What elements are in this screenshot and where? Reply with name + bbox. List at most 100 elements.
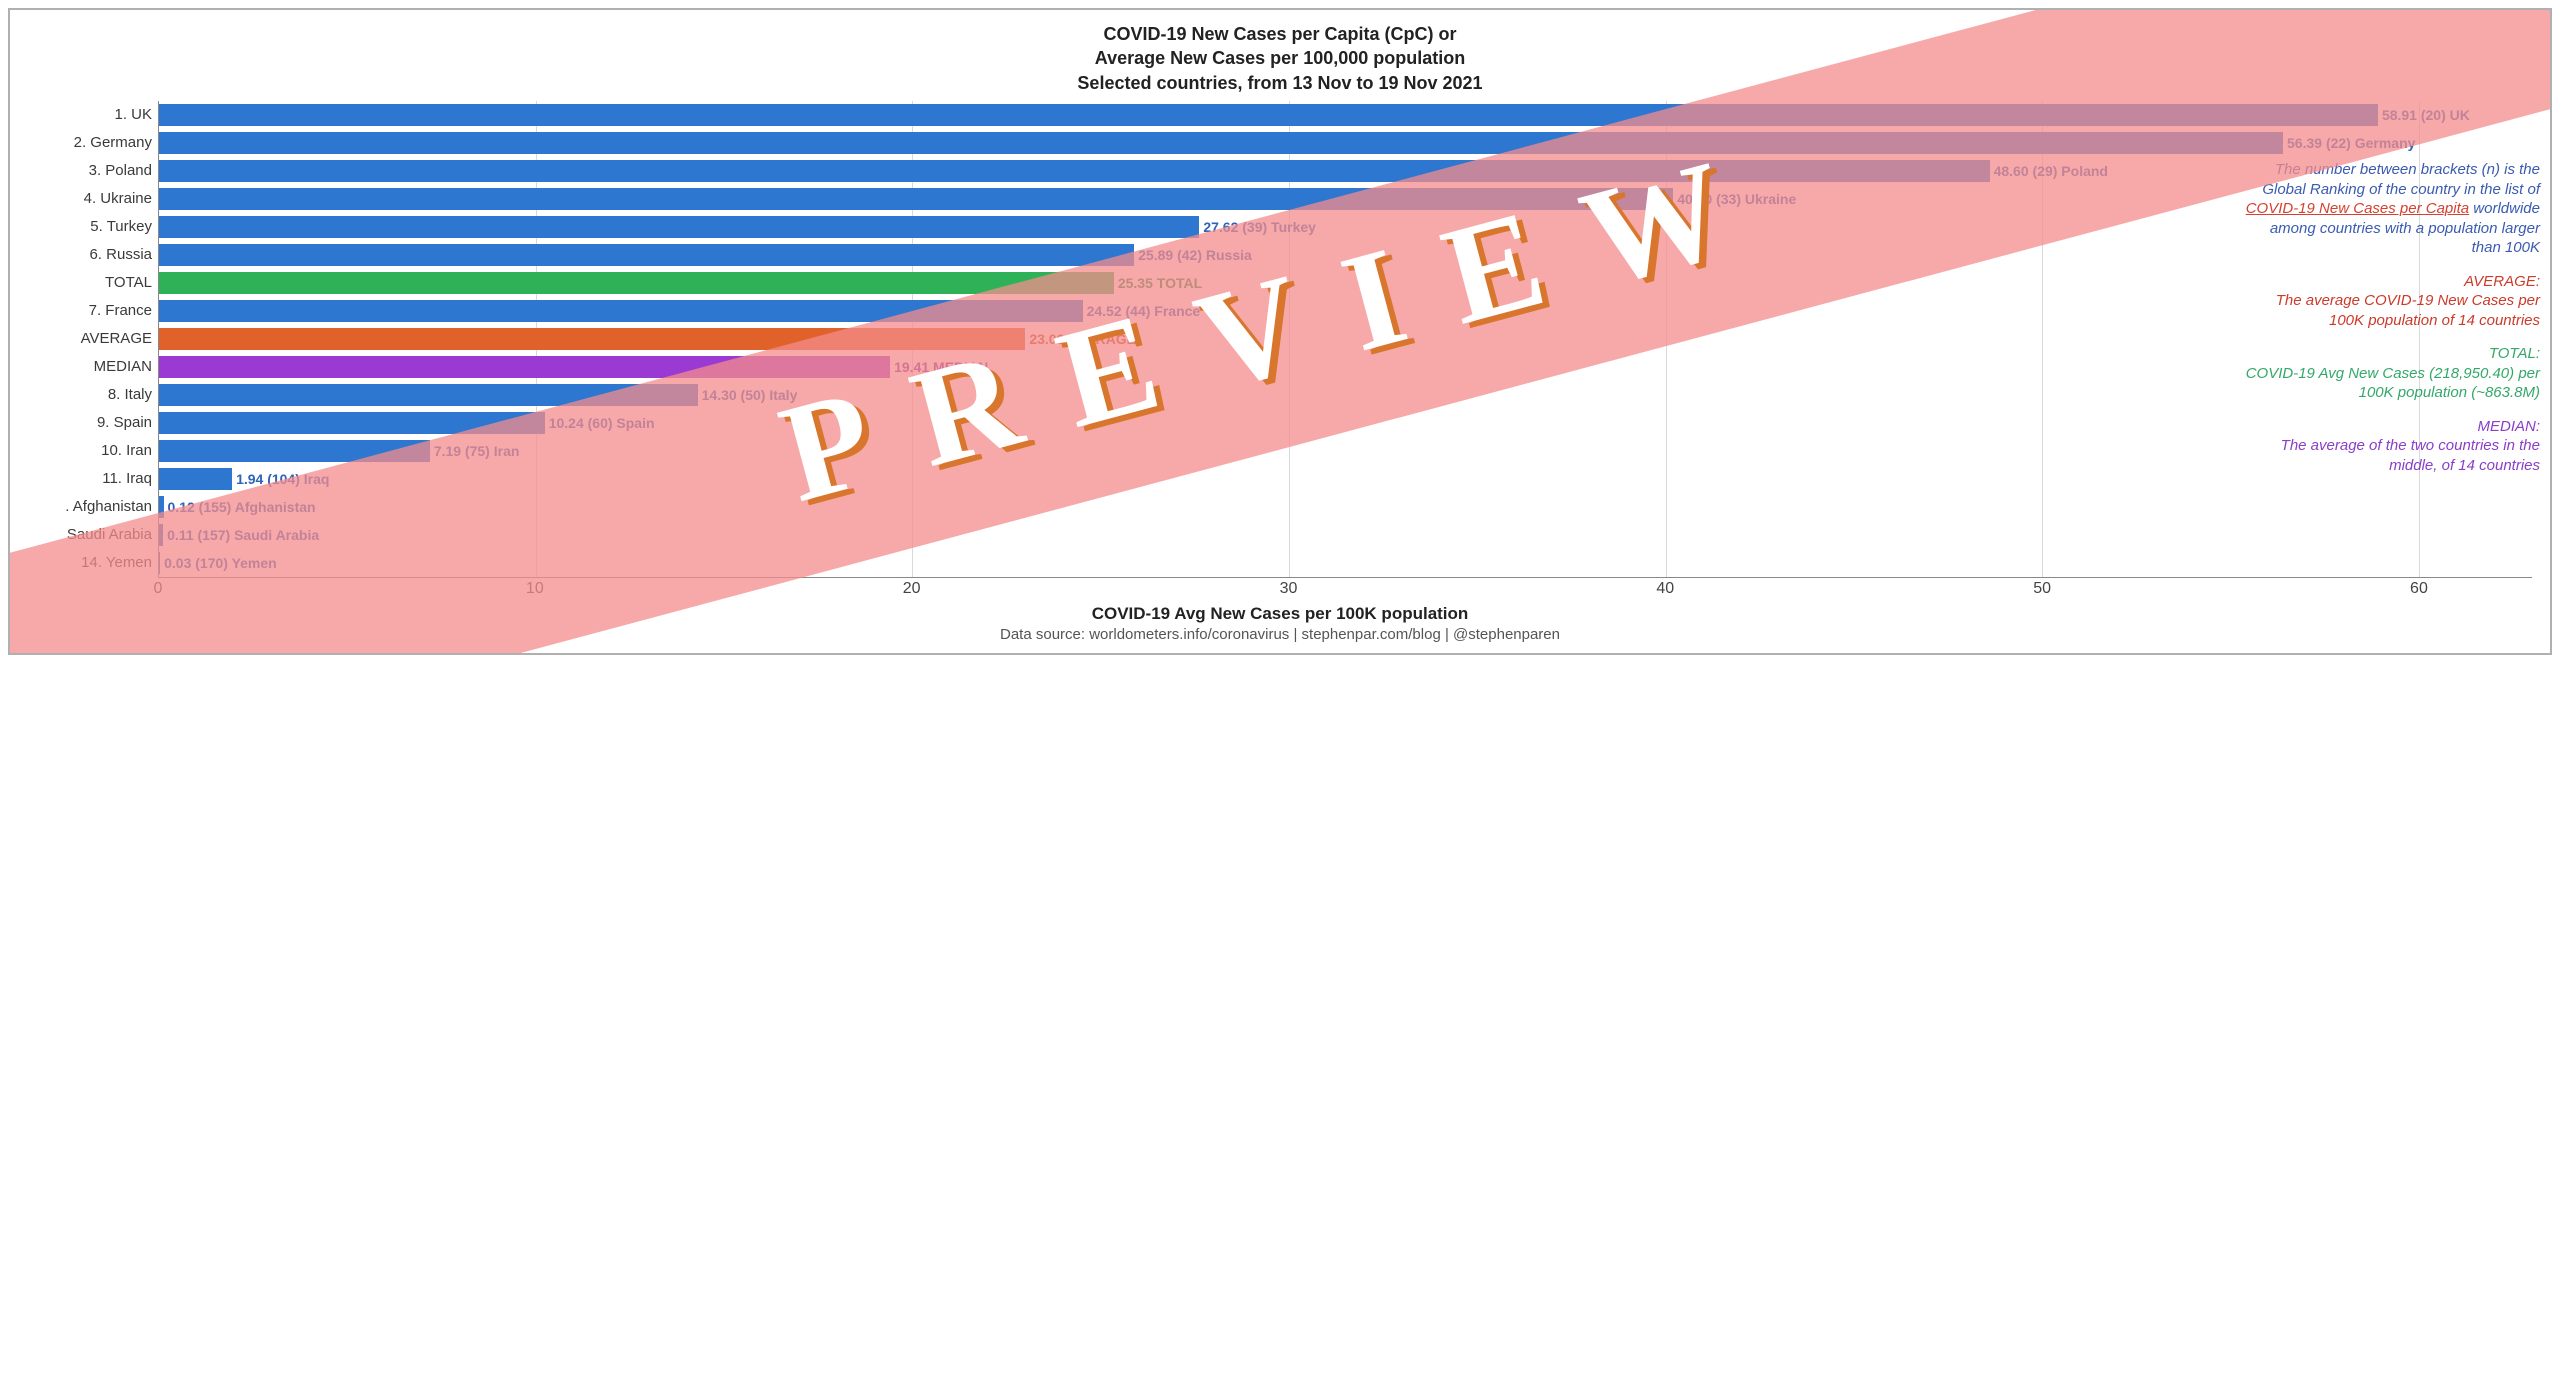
chart-title-block: COVID-19 New Cases per Capita (CpC) or A… [28, 22, 2532, 95]
bar-value-label: 23.00 AVERAGE [1029, 331, 1136, 347]
x-tick: 20 [903, 580, 921, 598]
bar [159, 496, 164, 518]
note-ranking-pre: The number between brackets (n) is the G… [2262, 161, 2540, 198]
y-label: 3. Poland [28, 157, 158, 185]
note-ranking-link: COVID-19 New Cases per Capita [2246, 200, 2469, 217]
bar-row: 10.24 (60) Spain [159, 409, 2532, 437]
y-label: 6. Russia [28, 241, 158, 269]
y-label: 8. Italy [28, 381, 158, 409]
bar-value-label: 19.41 MEDIAN [894, 359, 988, 375]
note-ranking: The number between brackets (n) is the G… [2240, 160, 2540, 258]
bar-value-label: 0.11 (157) Saudi Arabia [167, 527, 319, 543]
bar-row: 19.41 MEDIAN [159, 353, 2532, 381]
x-tick: 40 [1656, 580, 1674, 598]
bar-value-label: 25.35 TOTAL [1118, 275, 1202, 291]
note-median-body: The average of the two countries in the … [2281, 437, 2540, 474]
bar-row: 40.20 (33) Ukraine [159, 185, 2532, 213]
x-tick: 50 [2033, 580, 2051, 598]
note-average: AVERAGE: The average COVID-19 New Cases … [2240, 272, 2540, 331]
bar [159, 300, 1083, 322]
y-label: 10. Iran [28, 437, 158, 465]
bar [159, 244, 1134, 266]
y-label: AVERAGE [28, 325, 158, 353]
bar [159, 132, 2283, 154]
y-label: 1. UK [28, 101, 158, 129]
bar [159, 412, 545, 434]
bar-row: 58.91 (20) UK [159, 101, 2532, 129]
note-average-title: AVERAGE: [2464, 273, 2540, 290]
bar-value-label: 0.12 (155) Afghanistan [168, 499, 316, 515]
bar [159, 468, 232, 490]
note-median: MEDIAN: The average of the two countries… [2240, 417, 2540, 476]
y-label: 14. Yemen [28, 549, 158, 577]
bar-row: 24.52 (44) France [159, 297, 2532, 325]
legend-notes: The number between brackets (n) is the G… [2240, 160, 2540, 489]
note-median-title: MEDIAN: [2477, 418, 2540, 435]
bar [159, 524, 163, 546]
bar-value-label: 27.62 (39) Turkey [1203, 219, 1316, 235]
y-label: TOTAL [28, 269, 158, 297]
x-axis-title: COVID-19 Avg New Cases per 100K populati… [28, 604, 2532, 624]
note-total-title: TOTAL: [2489, 345, 2540, 362]
bar-value-label: 40.20 (33) Ukraine [1677, 191, 1796, 207]
bar [159, 188, 1673, 210]
chart-body: 1. UK2. Germany3. Poland4. Ukraine5. Tur… [28, 101, 2532, 578]
y-label: 7. France [28, 297, 158, 325]
chart-frame: COVID-19 New Cases per Capita (CpC) or A… [8, 8, 2552, 655]
bar-value-label: 0.03 (170) Yemen [164, 555, 277, 571]
bar-value-label: 56.39 (22) Germany [2287, 135, 2415, 151]
bar-row: 14.30 (50) Italy [159, 381, 2532, 409]
bar [159, 552, 160, 574]
bar-value-label: 1.94 (104) Iraq [236, 471, 329, 487]
bar [159, 356, 890, 378]
bar-value-label: 58.91 (20) UK [2382, 107, 2470, 123]
y-label: 4. Ukraine [28, 185, 158, 213]
bar [159, 384, 698, 406]
bar-value-label: 25.89 (42) Russia [1138, 247, 1252, 263]
bar-row: 56.39 (22) Germany [159, 129, 2532, 157]
y-label: 2. Germany [28, 129, 158, 157]
source-line: Data source: worldometers.info/coronavir… [28, 626, 2532, 643]
note-total-body: COVID-19 Avg New Cases (218,950.40) per … [2246, 365, 2540, 402]
bar-value-label: 10.24 (60) Spain [549, 415, 655, 431]
chart-title-line1: COVID-19 New Cases per Capita (CpC) or [28, 22, 2532, 46]
bar-value-label: 14.30 (50) Italy [702, 387, 798, 403]
bar-row: 25.89 (42) Russia [159, 241, 2532, 269]
bar-row: 0.12 (155) Afghanistan [159, 493, 2532, 521]
y-label: . Afghanistan [28, 493, 158, 521]
y-label: Saudi Arabia [28, 521, 158, 549]
x-axis-ticks: 0102030405060 [158, 578, 2532, 600]
y-label: MEDIAN [28, 353, 158, 381]
bar-row: 1.94 (104) Iraq [159, 465, 2532, 493]
bar [159, 440, 430, 462]
bar-row: 25.35 TOTAL [159, 269, 2532, 297]
bar-row: 7.19 (75) Iran [159, 437, 2532, 465]
x-tick: 0 [154, 580, 163, 598]
note-average-body: The average COVID-19 New Cases per 100K … [2276, 292, 2540, 329]
chart-title-line3: Selected countries, from 13 Nov to 19 No… [28, 71, 2532, 95]
y-label: 9. Spain [28, 409, 158, 437]
bar-value-label: 7.19 (75) Iran [434, 443, 520, 459]
x-tick: 60 [2410, 580, 2428, 598]
x-tick: 30 [1280, 580, 1298, 598]
bar-row: 0.03 (170) Yemen [159, 549, 2532, 577]
bar [159, 104, 2378, 126]
bar [159, 160, 1990, 182]
bar-row: 0.11 (157) Saudi Arabia [159, 521, 2532, 549]
bars-container: 58.91 (20) UK 56.39 (22) Germany 48.60 (29… [159, 101, 2532, 577]
bar-value-label: 24.52 (44) France [1087, 303, 1201, 319]
x-tick: 10 [526, 580, 544, 598]
y-axis-labels: 1. UK2. Germany3. Poland4. Ukraine5. Tur… [28, 101, 158, 578]
plot-area: 58.91 (20) UK 56.39 (22) Germany 48.60 (29… [158, 101, 2532, 578]
y-label: 11. Iraq [28, 465, 158, 493]
chart-title-line2: Average New Cases per 100,000 population [28, 46, 2532, 70]
bar-row: 48.60 (29) Poland [159, 157, 2532, 185]
bar [159, 216, 1199, 238]
bar [159, 328, 1025, 350]
bar [159, 272, 1114, 294]
bar-row: 23.00 AVERAGE [159, 325, 2532, 353]
bar-row: 27.62 (39) Turkey [159, 213, 2532, 241]
y-label: 5. Turkey [28, 213, 158, 241]
note-total: TOTAL: COVID-19 Avg New Cases (218,950.4… [2240, 344, 2540, 403]
bar-value-label: 48.60 (29) Poland [1994, 163, 2108, 179]
